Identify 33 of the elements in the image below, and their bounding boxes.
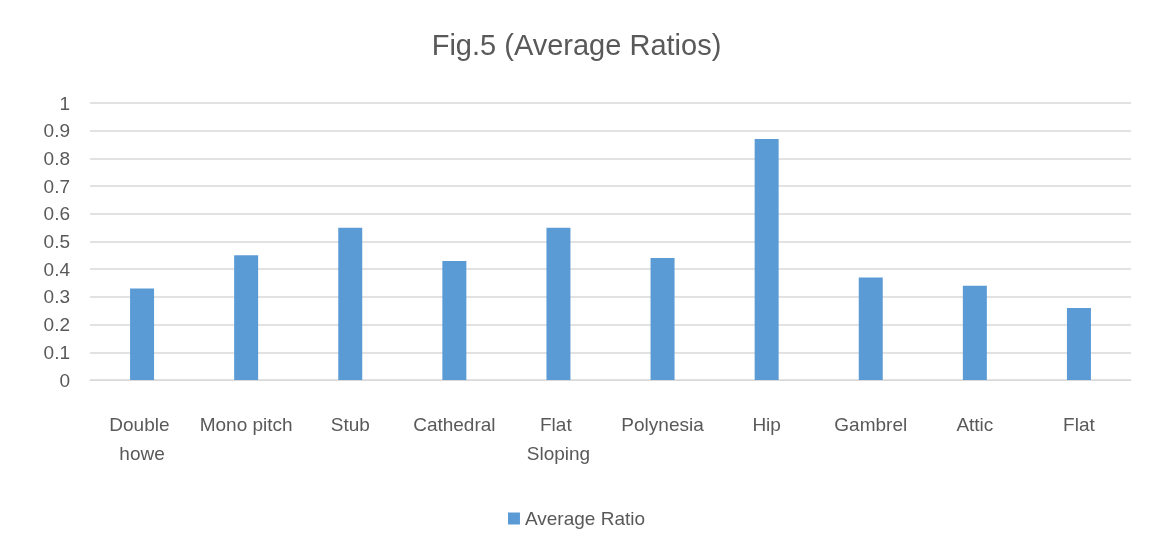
y-tick-label: 0.5 [43, 231, 70, 252]
y-tick-label: 1 [59, 92, 70, 114]
x-tick-label: Double howe [109, 414, 175, 464]
y-tick-label: 0.3 [43, 286, 70, 308]
bar [130, 288, 155, 380]
x-tick-label: Polynesia [621, 414, 705, 435]
y-tick-label: 0.4 [43, 258, 71, 280]
y-tick-label: 0.6 [43, 203, 70, 225]
bar [546, 227, 571, 380]
bar [338, 227, 363, 380]
bar [1066, 307, 1091, 380]
x-tick-label: Flat Sloping [526, 414, 591, 464]
x-tick-label: Mono pitch [199, 414, 293, 435]
bar [754, 139, 779, 380]
bar [962, 285, 987, 380]
x-tick-label: Cathedral [413, 414, 496, 435]
y-tick-label: 0 [59, 369, 70, 391]
bar [650, 258, 675, 380]
legend-label: Average Ratio [524, 508, 646, 529]
y-tick-label: 0.1 [43, 341, 70, 363]
x-tick-label: Hip [752, 414, 781, 435]
y-tick-label: 0.2 [43, 314, 70, 336]
bar [858, 277, 883, 380]
x-tick-label: Flat [1063, 414, 1096, 435]
x-tick-label: Attic [956, 414, 994, 435]
y-tick-label: 0.9 [43, 120, 70, 142]
y-tick-label: 0.7 [43, 175, 70, 197]
bar [442, 260, 467, 380]
bar [234, 255, 259, 380]
y-tick-label: 0.8 [43, 147, 70, 169]
x-tick-label: Stub [330, 414, 370, 435]
chart-title: Fig.5 (Average Ratios) [431, 28, 722, 61]
x-tick-label: Gambrel [834, 414, 908, 435]
